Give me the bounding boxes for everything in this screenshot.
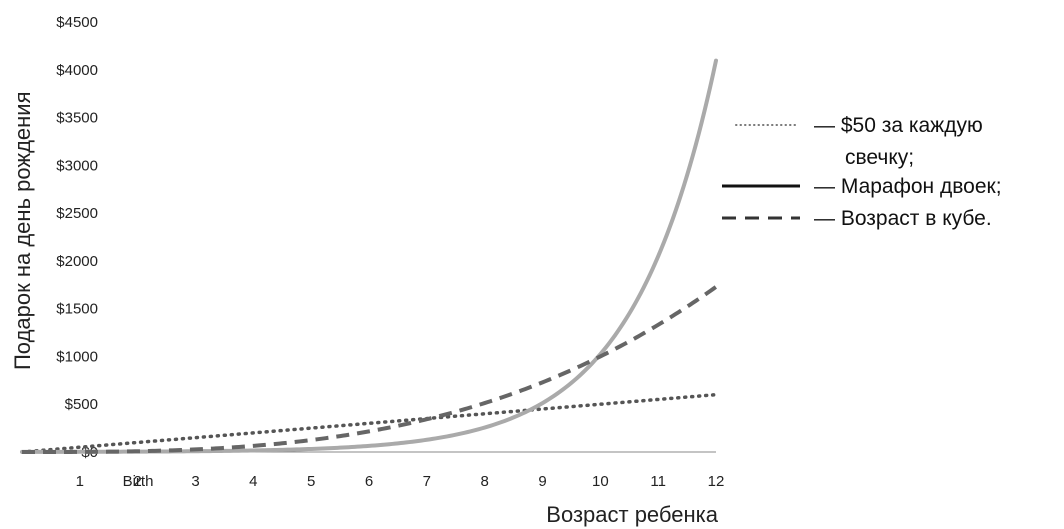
y-tick-label: $500 [65,396,98,413]
y-tick-label: $4500 [56,14,98,31]
legend-label: свечку; [845,146,914,169]
x-tick-label: 7 [423,473,431,490]
x-tick-label: 8 [480,473,488,490]
legend: — $50 за каждую свечку; — Марафон двоек; — … [722,114,1002,230]
x-tick-label: 4 [249,473,257,490]
y-axis-label: Подарок на день рождения [10,91,35,370]
x-tick-label: 10 [592,473,609,490]
y-tick-label: $3000 [56,157,98,174]
series-line-dotted [20,392,718,454]
y-tick-label: $4000 [56,62,98,79]
x-tick-label: 1 [76,473,84,490]
x-tick-label: 2 [133,473,141,490]
x-tick-label: 6 [365,473,373,490]
y-axis: $0$500$1000$1500$2000$2500$3000$3500$400… [56,14,98,461]
y-tick-label: $3500 [56,110,98,127]
y-tick-label: $2000 [56,253,98,270]
series-line-solid [20,58,718,454]
y-tick-label: $2500 [56,205,98,222]
legend-label: — $50 за каждую [814,114,983,137]
series-line-dashed [22,285,718,454]
x-axis-label: Возраст ребенка [546,502,718,527]
y-tick-label: $1000 [56,348,98,365]
series-group [20,58,718,454]
x-tick-label: 5 [307,473,315,490]
x-tick-label: 9 [538,473,546,490]
x-tick-label: 12 [708,473,725,490]
legend-label: — Марафон двоек; [814,175,1002,198]
x-tick-label: 3 [191,473,199,490]
y-tick-label: $1500 [56,301,98,318]
x-tick-label: 11 [650,473,666,490]
legend-label: — Возраст в кубе. [814,207,992,230]
x-tick-label: Birth [123,473,154,490]
